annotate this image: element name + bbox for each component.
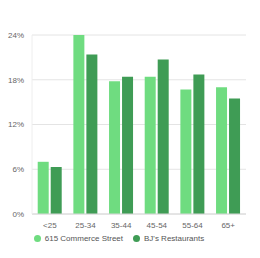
svg-text:65+: 65+ — [221, 221, 235, 230]
svg-text:45-54: 45-54 — [147, 221, 168, 230]
svg-text:18%: 18% — [8, 76, 24, 85]
html-text:BJ's Restaurants: BJ's Restaurants — [144, 234, 205, 243]
svg-text:0%: 0% — [12, 210, 24, 219]
svg-text:6%: 6% — [12, 165, 24, 174]
html-text:615 Commerce Street: 615 Commerce Street — [44, 234, 123, 243]
svg-text:25-34: 25-34 — [75, 221, 96, 230]
svg-text:55-64: 55-64 — [182, 221, 203, 230]
svg-text:12%: 12% — [8, 120, 24, 129]
svg-text:35-44: 35-44 — [111, 221, 132, 230]
svg-text:24%: 24% — [8, 31, 24, 40]
svg-text:<25: <25 — [43, 221, 57, 230]
